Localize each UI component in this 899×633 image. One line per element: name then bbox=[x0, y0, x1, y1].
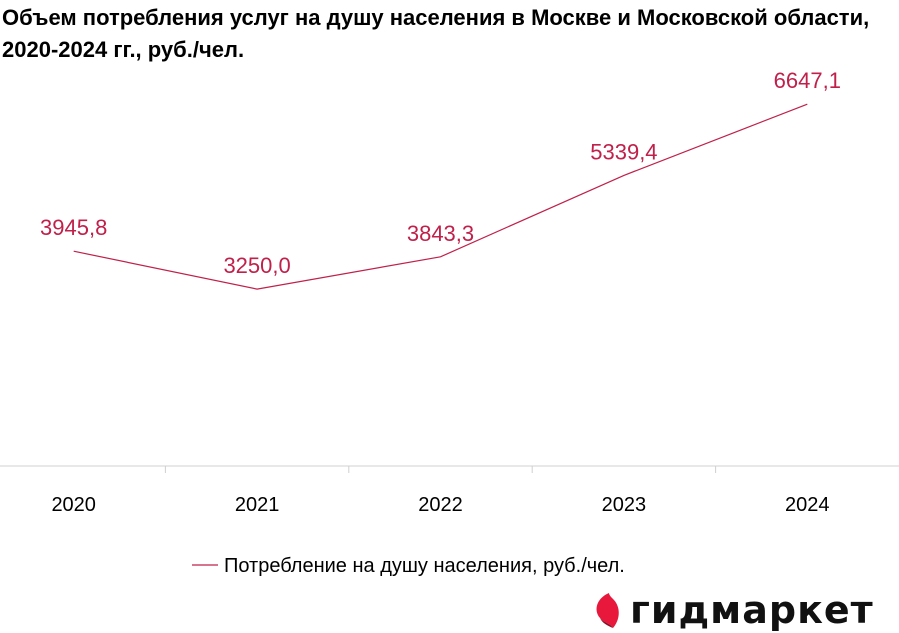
chart-title: Объем потребления услуг на душу населени… bbox=[2, 5, 870, 62]
data-label: 3945,8 bbox=[40, 215, 107, 240]
data-label: 6647,1 bbox=[774, 68, 841, 93]
series-line bbox=[73, 103, 808, 290]
x-axis bbox=[0, 465, 899, 473]
x-tick-label: 2021 bbox=[235, 494, 280, 516]
data-label: 5339,4 bbox=[590, 139, 657, 164]
x-tick-label: 2020 bbox=[51, 494, 96, 516]
data-label: 3250,0 bbox=[223, 253, 290, 278]
x-tick-label: 2022 bbox=[418, 494, 463, 516]
data-label: 3843,3 bbox=[407, 221, 474, 246]
tick-label-layer: 2020 2021 2022 2023 2024 bbox=[51, 494, 829, 516]
gidmarket-logo-icon bbox=[596, 593, 619, 628]
x-tick-label: 2023 bbox=[602, 494, 647, 516]
x-tick-label: 2024 bbox=[785, 494, 830, 516]
brand-name: гидмаркет bbox=[630, 588, 874, 632]
legend-label: Потребление на душу населения, руб./чел. bbox=[224, 555, 625, 577]
brand-logo: гидмаркет bbox=[592, 588, 874, 632]
data-label-layer: 3945,8 3250,0 3843,3 5339,4 6647,1 bbox=[40, 68, 841, 278]
legend: Потребление на душу населения, руб./чел. bbox=[192, 555, 625, 577]
series-line-layer bbox=[73, 103, 808, 290]
